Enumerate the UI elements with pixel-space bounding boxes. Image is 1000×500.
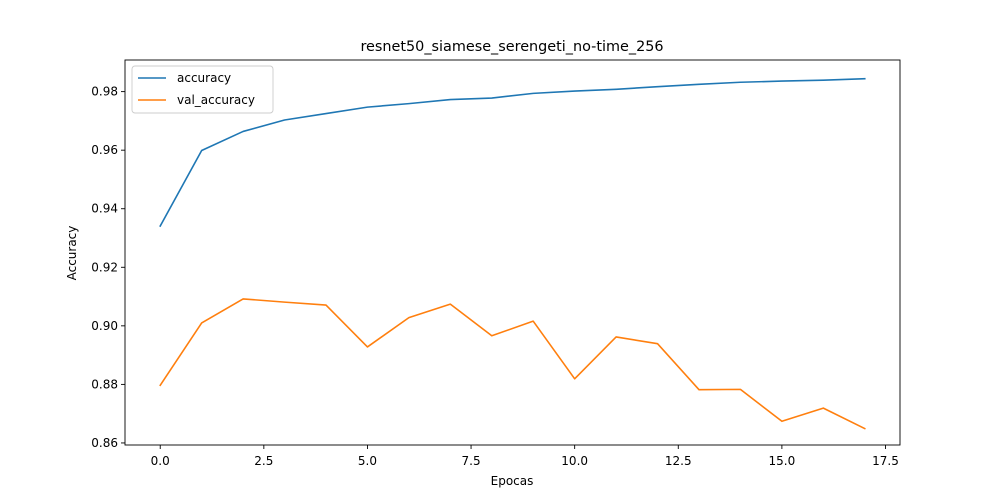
x-tick-label: 7.5	[462, 454, 481, 468]
y-axis: 0.86 0.88 0.90 0.92 0.94 0.96 0.98	[91, 85, 125, 450]
legend-label-accuracy: accuracy	[177, 71, 231, 85]
x-axis: 0.0 2.5 5.0 7.5 10.0 12.5 15.0 17.5	[151, 445, 899, 468]
x-tick-label: 0.0	[151, 454, 170, 468]
y-tick-label: 0.94	[91, 202, 118, 216]
y-tick-label: 0.88	[91, 377, 118, 391]
x-tick-label: 10.0	[561, 454, 588, 468]
x-axis-label: Epocas	[491, 474, 534, 488]
x-tick-label: 15.0	[769, 454, 796, 468]
x-tick-label: 17.5	[872, 454, 899, 468]
y-tick-label: 0.92	[91, 260, 118, 274]
y-tick-label: 0.98	[91, 85, 118, 99]
legend-box	[131, 65, 274, 114]
y-tick-label: 0.86	[91, 436, 118, 450]
x-tick-label: 5.0	[358, 454, 377, 468]
y-axis-label: Accuracy	[65, 226, 79, 281]
series-line-accuracy	[159, 77, 866, 228]
series-line-val-accuracy	[159, 298, 866, 430]
plot-area-frame	[124, 59, 901, 446]
legend-label-val-accuracy: val_accuracy	[177, 93, 255, 107]
y-tick-label: 0.90	[91, 319, 118, 333]
chart-title: resnet50_siamese_serengeti_no-time_256	[360, 39, 663, 55]
legend: accuracy val_accuracy	[131, 65, 274, 114]
y-tick-label: 0.96	[91, 143, 118, 157]
x-tick-label: 12.5	[665, 454, 692, 468]
series-layer	[159, 77, 866, 430]
x-tick-label: 2.5	[254, 454, 273, 468]
